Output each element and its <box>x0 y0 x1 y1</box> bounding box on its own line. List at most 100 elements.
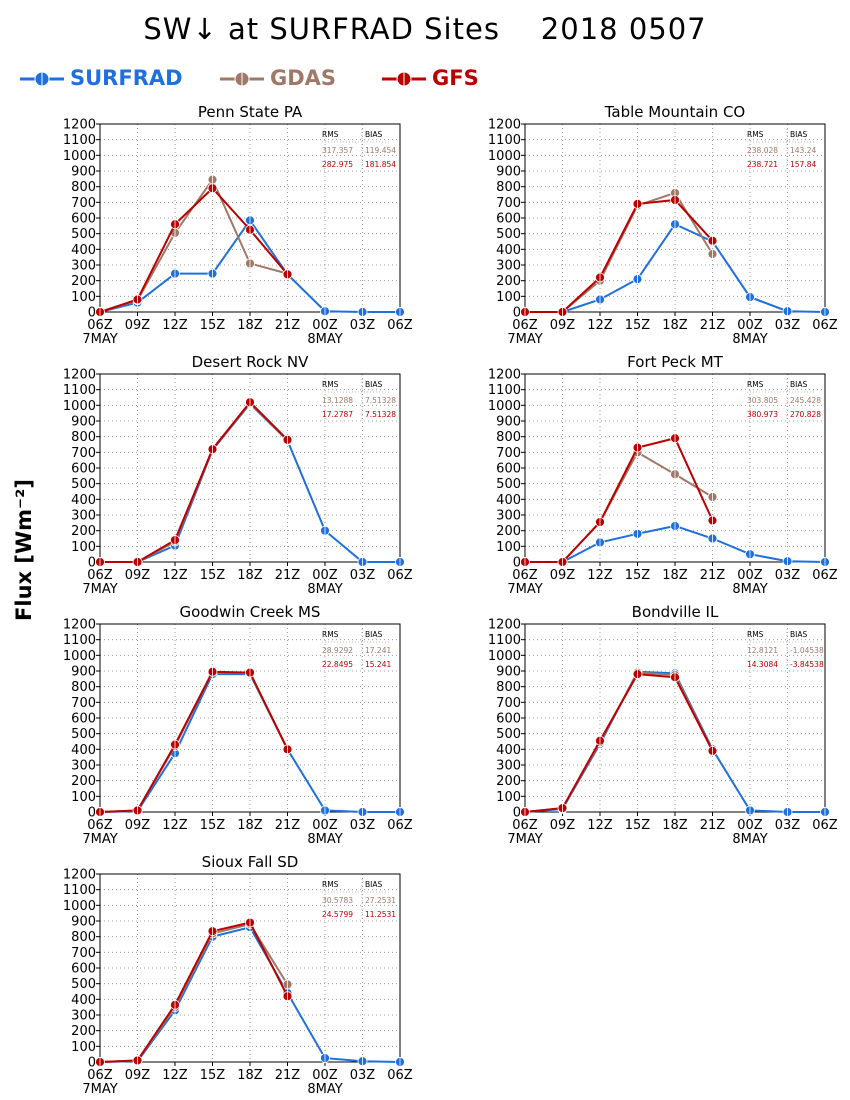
stats-rms-gdas: 238.028 <box>747 146 778 155</box>
stats-bias-gdas: 27.2531 <box>365 896 396 905</box>
y-tick-label: 500 <box>496 227 521 242</box>
y-tick-label: 0 <box>513 556 521 571</box>
legend-label-surfrad: SURFRAD <box>70 66 183 90</box>
chart-title: Table Mountain CO <box>604 103 746 121</box>
x-tick-label: 21Z <box>700 568 726 583</box>
y-tick-label: 800 <box>496 180 521 195</box>
stats-bias-gfs: 157.84 <box>790 160 816 169</box>
x-date-label: 7MAY <box>82 1082 117 1097</box>
series-gfs <box>520 669 718 817</box>
x-date-label: 7MAY <box>82 582 117 597</box>
x-date-label: 7MAY <box>507 582 542 597</box>
stats-header-bias: BIAS <box>790 630 807 639</box>
y-tick-label: 800 <box>71 680 96 695</box>
x-tick-label: 18Z <box>662 568 688 583</box>
y-tick-label: 700 <box>71 946 96 961</box>
x-tick-label: 21Z <box>700 318 726 333</box>
y-tick-label: 1100 <box>488 633 521 648</box>
stats-bias-gdas: 245.428 <box>790 396 821 405</box>
x-tick-label: 09Z <box>125 818 151 833</box>
series-gdas <box>95 666 293 817</box>
x-tick-label: 12Z <box>162 818 188 833</box>
x-date-label: 8MAY <box>732 582 767 597</box>
y-tick-label: 500 <box>496 477 521 492</box>
x-date-label: 7MAY <box>507 332 542 347</box>
y-tick-label: 400 <box>496 743 521 758</box>
x-date-label: 8MAY <box>732 332 767 347</box>
y-tick-label: 300 <box>71 1009 96 1024</box>
y-tick-label: 400 <box>496 243 521 258</box>
y-tick-label: 1100 <box>63 383 96 398</box>
y-tick-label: 900 <box>496 665 521 680</box>
series-gfs <box>95 183 293 317</box>
y-tick-label: 500 <box>71 227 96 242</box>
x-tick-label: 06Z <box>387 568 413 583</box>
stats-header-rms: RMS <box>322 630 339 639</box>
y-tick-label: 800 <box>71 930 96 945</box>
y-tick-label: 800 <box>496 680 521 695</box>
stats-bias-gfs: 270.828 <box>790 410 821 419</box>
x-date-label: 8MAY <box>307 582 342 597</box>
stats-header-bias: BIAS <box>365 130 382 139</box>
x-tick-label: 15Z <box>625 318 651 333</box>
stats-header-bias: BIAS <box>365 630 382 639</box>
stats-rms-gdas: 12.8121 <box>747 646 778 655</box>
x-tick-label: 18Z <box>662 318 688 333</box>
x-tick-label: 21Z <box>275 818 301 833</box>
series-line <box>99 670 289 813</box>
series-line <box>99 177 288 313</box>
y-tick-label: 0 <box>88 306 96 321</box>
y-tick-label: 700 <box>496 696 521 711</box>
stats-bias-gdas: -1.04538 <box>790 646 824 655</box>
x-tick-label: 06Z <box>87 1068 113 1083</box>
y-tick-label: 1200 <box>488 118 521 133</box>
x-tick-label: 18Z <box>237 1068 263 1083</box>
x-tick-label: 09Z <box>550 568 576 583</box>
stats-header-rms: RMS <box>747 380 764 389</box>
x-tick-label: 18Z <box>237 318 263 333</box>
y-tick-label: 0 <box>88 1056 96 1071</box>
y-tick-label: 200 <box>496 274 521 289</box>
x-tick-label: 09Z <box>550 318 576 333</box>
series-line <box>525 450 714 563</box>
stats-rms-gfs: 380.973 <box>747 410 778 419</box>
y-tick-label: 1100 <box>63 133 96 148</box>
series-gfs <box>95 917 293 1067</box>
series-line <box>99 186 289 313</box>
y-tick-label: 900 <box>71 165 96 180</box>
y-tick-label: 900 <box>496 415 521 430</box>
stats-rms-gdas: 303.805 <box>747 396 778 405</box>
y-tick-label: 1200 <box>488 368 521 383</box>
x-tick-label: 21Z <box>275 1068 301 1083</box>
series-gdas <box>520 188 718 317</box>
stats-header-bias: BIAS <box>365 880 382 889</box>
y-tick-label: 700 <box>71 446 96 461</box>
y-tick-label: 1000 <box>488 649 521 664</box>
x-tick-label: 00Z <box>312 1068 338 1083</box>
y-tick-label: 1100 <box>488 133 521 148</box>
stats-rms-gdas: 30.5783 <box>322 896 353 905</box>
series-line <box>524 673 714 813</box>
stats-bias-gfs: 181.854 <box>365 160 396 169</box>
y-tick-label: 1000 <box>488 399 521 414</box>
x-tick-label: 15Z <box>200 568 226 583</box>
chart-title: Fort Peck MT <box>627 353 723 371</box>
x-tick-label: 00Z <box>312 818 338 833</box>
y-tick-label: 1000 <box>63 149 96 164</box>
x-date-label: 8MAY <box>307 332 342 347</box>
x-tick-label: 21Z <box>275 568 301 583</box>
y-tick-label: 900 <box>71 915 96 930</box>
x-tick-label: 06Z <box>87 318 113 333</box>
stats-header-rms: RMS <box>747 130 764 139</box>
x-tick-label: 12Z <box>587 318 613 333</box>
x-tick-label: 09Z <box>125 1068 151 1083</box>
y-tick-label: 700 <box>496 196 521 211</box>
y-tick-label: 1000 <box>63 649 96 664</box>
chart-title: Desert Rock NV <box>192 353 309 371</box>
stats-rms-gfs: 24.5799 <box>322 910 353 919</box>
y-tick-label: 600 <box>496 712 521 727</box>
x-tick-label: 18Z <box>237 818 263 833</box>
x-tick-label: 03Z <box>775 318 801 333</box>
y-tick-label: 200 <box>71 1024 96 1039</box>
